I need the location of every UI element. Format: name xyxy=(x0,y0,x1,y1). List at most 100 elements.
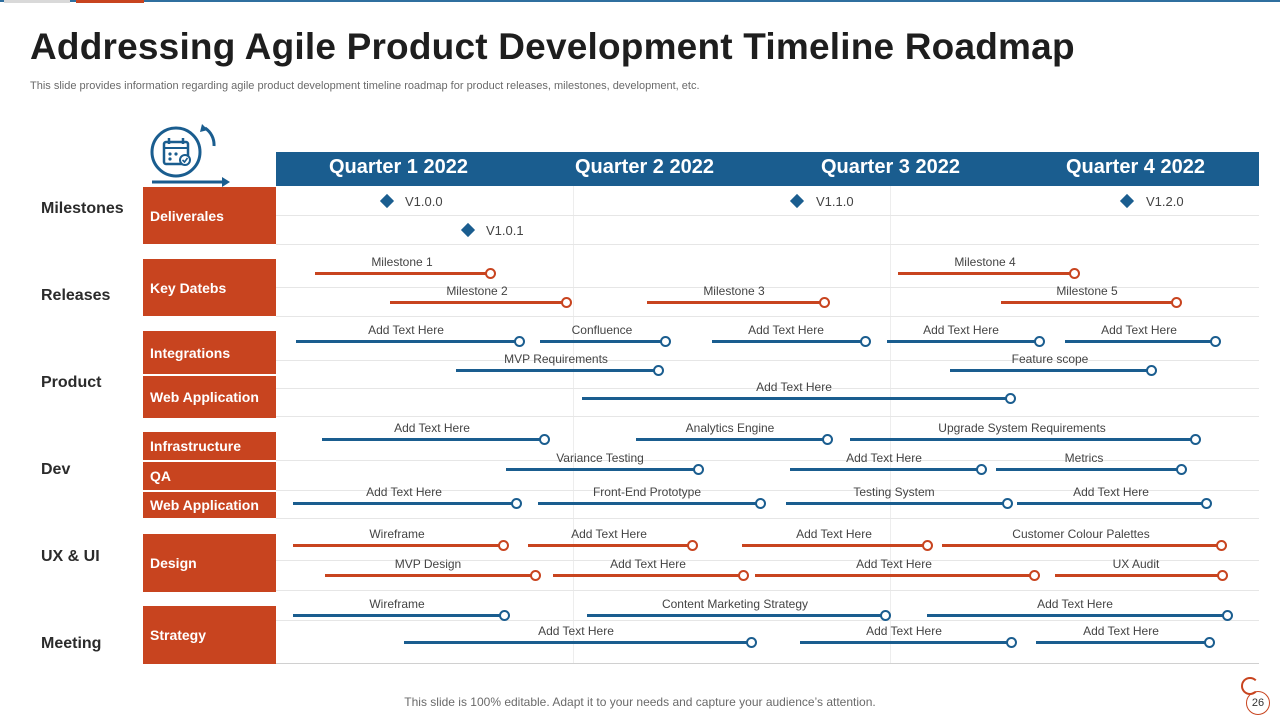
grid-line xyxy=(276,287,1259,288)
timeline-bar xyxy=(540,340,666,343)
timeline-bar-end-marker xyxy=(653,364,664,376)
group-label-releases: Releases xyxy=(41,287,111,304)
timeline-bar xyxy=(647,301,825,304)
timeline-bar-end-marker xyxy=(976,463,987,475)
timeline-bar-end-marker xyxy=(1146,364,1157,376)
timeline-bar-end-marker xyxy=(1029,569,1040,581)
timeline-bar-label: Feature scope xyxy=(1011,352,1089,366)
top-rule xyxy=(0,0,1280,2)
group-label-ux-ui: UX & UI xyxy=(41,548,100,565)
timeline-bar-end-marker xyxy=(1006,636,1017,648)
timeline-bar-end-marker xyxy=(693,463,704,475)
quarter-header xyxy=(276,152,1259,186)
timeline-bar-end-marker xyxy=(1002,497,1013,509)
deliverable-diamond xyxy=(789,193,805,209)
grid-line xyxy=(276,620,1259,621)
grid-line xyxy=(276,460,1259,461)
timeline-bar-label: Front-End Prototype xyxy=(592,485,702,499)
timeline-bar-end-marker xyxy=(819,296,830,308)
timeline-bar xyxy=(296,340,520,343)
timeline-bar xyxy=(887,340,1040,343)
grid-line xyxy=(276,416,1259,417)
timeline-bar xyxy=(742,544,928,547)
row-label-design: Design xyxy=(143,534,276,592)
timeline-bar-end-marker xyxy=(1210,335,1221,347)
deliverable-label: V1.1.0 xyxy=(816,194,854,209)
grid-line xyxy=(276,244,1259,245)
timeline-bar-end-marker xyxy=(1217,569,1228,581)
row-label-web-application: Web Application xyxy=(143,376,276,418)
footer-note: This slide is 100% editable. Adapt it to… xyxy=(404,695,876,709)
timeline-bar-label: Add Text Here xyxy=(538,624,614,638)
timeline-bar-label: Milestone 1 xyxy=(371,255,433,269)
deliverable-diamond xyxy=(1119,193,1135,209)
timeline-bar-end-marker xyxy=(880,609,891,621)
timeline-bar xyxy=(293,544,504,547)
timeline-bar xyxy=(898,272,1075,275)
timeline-bar xyxy=(404,641,752,644)
timeline-bar xyxy=(1001,301,1177,304)
timeline-bar-end-marker xyxy=(1171,296,1182,308)
timeline-bar-label: Wireframe xyxy=(369,597,425,611)
timeline-bar-label: MVP Requirements xyxy=(504,352,608,366)
timeline-bar-label: Add Text Here xyxy=(571,527,647,541)
timeline-bar-label: Confluence xyxy=(571,323,633,337)
timeline-bar xyxy=(636,438,828,441)
timeline-bar xyxy=(390,301,567,304)
top-accent xyxy=(76,0,144,3)
quarter-label: Quarter 1 2022 xyxy=(329,156,468,178)
timeline-bar xyxy=(538,502,761,505)
timeline-bar-label: Metrics xyxy=(1064,451,1104,465)
timeline-bar-label: Milestone 2 xyxy=(446,284,508,298)
timeline-bar-label: UX Audit xyxy=(1112,557,1160,571)
row-label-key-dates: Key Datebs xyxy=(143,259,276,316)
timeline-bar-end-marker xyxy=(1034,335,1045,347)
timeline-bar-label: Add Text Here xyxy=(368,323,444,337)
timeline-bar-label: Add Text Here xyxy=(866,624,942,638)
deliverable-label: V1.2.0 xyxy=(1146,194,1184,209)
timeline-bar-end-marker xyxy=(746,636,757,648)
timeline-bar xyxy=(582,397,1011,400)
timeline-bar xyxy=(950,369,1152,372)
timeline-bar xyxy=(942,544,1222,547)
timeline-bar xyxy=(322,438,545,441)
grid-line xyxy=(276,215,1259,216)
timeline-bar-end-marker xyxy=(485,267,496,279)
timeline-bar-label: Add Text Here xyxy=(1037,597,1113,611)
timeline-bar-end-marker xyxy=(660,335,671,347)
timeline-bar xyxy=(790,468,982,471)
timeline-bar-end-marker xyxy=(1190,433,1201,445)
row-label-integrations: Integrations xyxy=(143,331,276,374)
timeline-bar xyxy=(786,502,1008,505)
quarter-label: Quarter 2 2022 xyxy=(575,156,714,178)
timeline-bar-label: Milestone 4 xyxy=(954,255,1016,269)
page-number: 26 xyxy=(1246,691,1270,715)
grid-line xyxy=(276,560,1259,561)
timeline-bar-end-marker xyxy=(1216,539,1227,551)
timeline-bar-label: Add Text Here xyxy=(1073,485,1149,499)
timeline-bar-label: Milestone 3 xyxy=(703,284,765,298)
row-label-infrastructure: Infrastructure xyxy=(143,432,276,460)
timeline-bar-end-marker xyxy=(530,569,541,581)
timeline-bar xyxy=(755,574,1035,577)
timeline-bar xyxy=(315,272,491,275)
deliverable-label: V1.0.0 xyxy=(405,194,443,209)
timeline-bar xyxy=(325,574,536,577)
timeline-bar-end-marker xyxy=(1222,609,1233,621)
timeline-bar-label: Analytics Engine xyxy=(685,421,775,435)
deliverable-diamond xyxy=(460,222,476,238)
timeline-bar-end-marker xyxy=(539,433,550,445)
timeline-bar xyxy=(528,544,693,547)
quarter-label: Quarter 3 2022 xyxy=(821,156,960,178)
grid-line xyxy=(276,360,1259,361)
group-label-meeting: Meeting xyxy=(41,635,102,652)
timeline-bar-label: Add Text Here xyxy=(610,557,686,571)
timeline-bar-end-marker xyxy=(1176,463,1187,475)
group-label-dev: Dev xyxy=(41,461,71,478)
timeline-bar-label: MVP Design xyxy=(394,557,462,571)
deliverable-diamond xyxy=(379,193,395,209)
timeline-bar-label: Add Text Here xyxy=(1083,624,1159,638)
timeline-bar xyxy=(506,468,699,471)
timeline-bar-label: Wireframe xyxy=(369,527,425,541)
timeline-bar-end-marker xyxy=(1204,636,1215,648)
